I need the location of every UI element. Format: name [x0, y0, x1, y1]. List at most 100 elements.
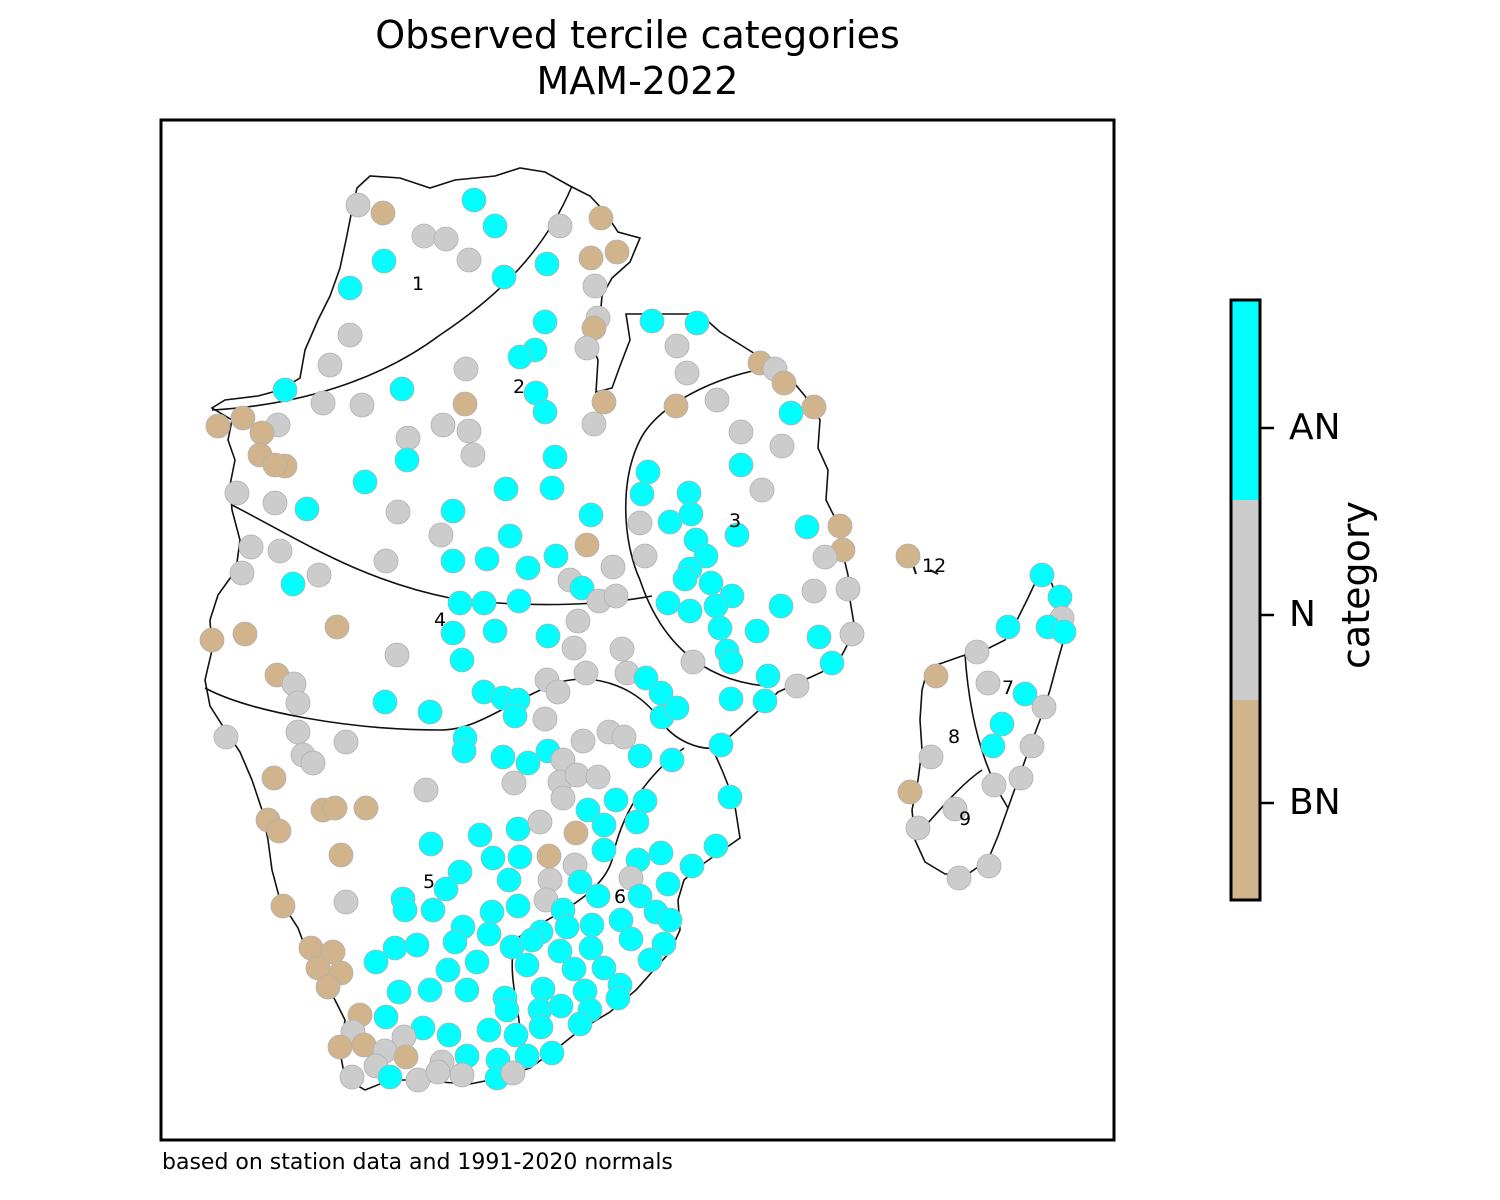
station-marker-n	[460, 442, 486, 468]
station-marker-bn	[604, 239, 630, 265]
station-marker-an	[337, 275, 363, 301]
station-marker-an	[768, 593, 794, 619]
station-marker-an	[567, 1011, 593, 1037]
station-marker-an	[464, 949, 490, 975]
colorbar-n-segment	[1231, 500, 1260, 700]
colorbar-label-bn: BN	[1289, 782, 1341, 823]
station-marker-an	[506, 588, 532, 614]
station-marker-an	[404, 932, 430, 958]
region-label-3: 3	[729, 510, 741, 532]
station-marker-n	[1019, 733, 1045, 759]
station-marker-an	[503, 1022, 529, 1048]
station-marker-an	[490, 744, 516, 770]
station-marker-n	[317, 352, 343, 378]
station-marker-n	[428, 522, 454, 548]
station-marker-bn	[771, 370, 797, 396]
station-marker-n	[801, 578, 827, 604]
station-marker-n	[1008, 765, 1034, 791]
station-marker-bn	[232, 621, 258, 647]
station-marker-an	[989, 711, 1015, 737]
station-marker-n	[564, 762, 590, 788]
colorbar-an-segment	[1231, 300, 1260, 500]
station-marker-an	[497, 523, 523, 549]
station-marker-bn	[591, 389, 617, 415]
station-marker-n	[905, 815, 931, 841]
station-marker-an	[476, 1017, 502, 1043]
station-marker-an	[637, 947, 663, 973]
station-marker-n	[456, 418, 482, 444]
station-marker-an	[718, 649, 744, 675]
colorbar-label-n: N	[1289, 594, 1316, 635]
station-marker-n	[430, 412, 456, 438]
station-marker-an	[454, 977, 480, 1003]
station-marker-an	[389, 376, 415, 402]
colorbar	[1229, 298, 1274, 902]
station-marker-n	[728, 419, 754, 445]
station-marker-an	[502, 703, 528, 729]
station-marker-an	[678, 501, 704, 527]
region-labels: 1 2 3 4 5 6 7 8 9 12	[412, 273, 1014, 908]
station-marker-n	[918, 744, 944, 770]
station-marker-an	[655, 590, 681, 616]
station-marker-an	[280, 571, 306, 597]
station-marker-n	[975, 670, 1001, 696]
station-marker-n	[627, 510, 653, 536]
station-marker-an	[515, 750, 541, 776]
region-label-5: 5	[423, 871, 435, 893]
station-marker-bn	[574, 532, 600, 558]
station-marker-n	[545, 679, 571, 705]
station-marker-an	[418, 831, 444, 857]
region-label-2: 2	[513, 376, 525, 398]
station-marker-an	[532, 309, 558, 335]
station-marker-an	[392, 897, 418, 923]
station-marker-bn	[270, 893, 296, 919]
station-marker-n	[500, 1060, 526, 1086]
station-marker-an	[633, 665, 659, 691]
station-marker-an	[639, 308, 665, 334]
station-marker-an	[471, 590, 497, 616]
station-marker-an	[507, 844, 533, 870]
station-marker-n	[224, 480, 250, 506]
station-marker-an	[728, 452, 754, 478]
region-label-12: 12	[922, 555, 946, 577]
station-marker-an	[371, 248, 397, 274]
station-marker-an	[447, 590, 473, 616]
station-marker-an	[627, 743, 653, 769]
station-marker-n	[285, 690, 311, 716]
station-marker-an	[1029, 562, 1055, 588]
station-marker-an	[476, 921, 502, 947]
station-marker-an	[579, 912, 605, 938]
station-marker-n	[674, 360, 700, 386]
station-marker-an	[629, 481, 655, 507]
station-marker-an	[515, 555, 541, 581]
station-marker-n	[664, 333, 690, 359]
station-marker-n	[384, 642, 410, 668]
station-marker-an	[543, 543, 569, 569]
colorbar-frame	[1229, 298, 1262, 902]
station-marker-bn	[199, 627, 225, 653]
station-marker-n	[310, 390, 336, 416]
station-marker-n	[632, 543, 658, 569]
station-marker-an	[677, 598, 703, 624]
station-marker-an	[539, 475, 565, 501]
station-marker-an	[648, 840, 674, 866]
station-marker-n	[839, 621, 865, 647]
station-marker-n	[395, 425, 421, 451]
station-marker-bn	[351, 1032, 377, 1058]
station-marker-n	[456, 247, 482, 273]
station-marker-an	[635, 459, 661, 485]
station-marker-an	[494, 997, 520, 1023]
station-marker-an	[567, 869, 593, 895]
station-marker-n	[373, 548, 399, 574]
region-label-4: 4	[434, 609, 446, 631]
station-marker-bn	[895, 543, 921, 569]
station-marker-bn	[315, 974, 341, 1000]
station-marker-an	[778, 400, 804, 426]
region-label-1: 1	[412, 273, 424, 295]
station-marker-n	[213, 724, 239, 750]
station-marker-n	[229, 560, 255, 586]
station-marker-n	[603, 583, 629, 609]
station-marker-an	[440, 498, 466, 524]
station-marker-bn	[663, 393, 689, 419]
station-marker-an	[547, 938, 573, 964]
